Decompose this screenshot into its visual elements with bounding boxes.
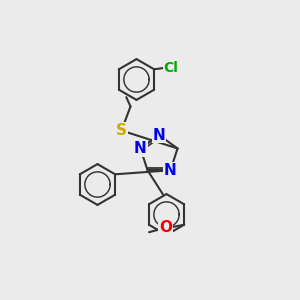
Text: S: S (116, 123, 127, 138)
Text: O: O (159, 220, 172, 235)
Text: N: N (134, 141, 147, 156)
Text: N: N (153, 128, 165, 142)
Text: Cl: Cl (163, 61, 178, 75)
Text: N: N (164, 163, 177, 178)
